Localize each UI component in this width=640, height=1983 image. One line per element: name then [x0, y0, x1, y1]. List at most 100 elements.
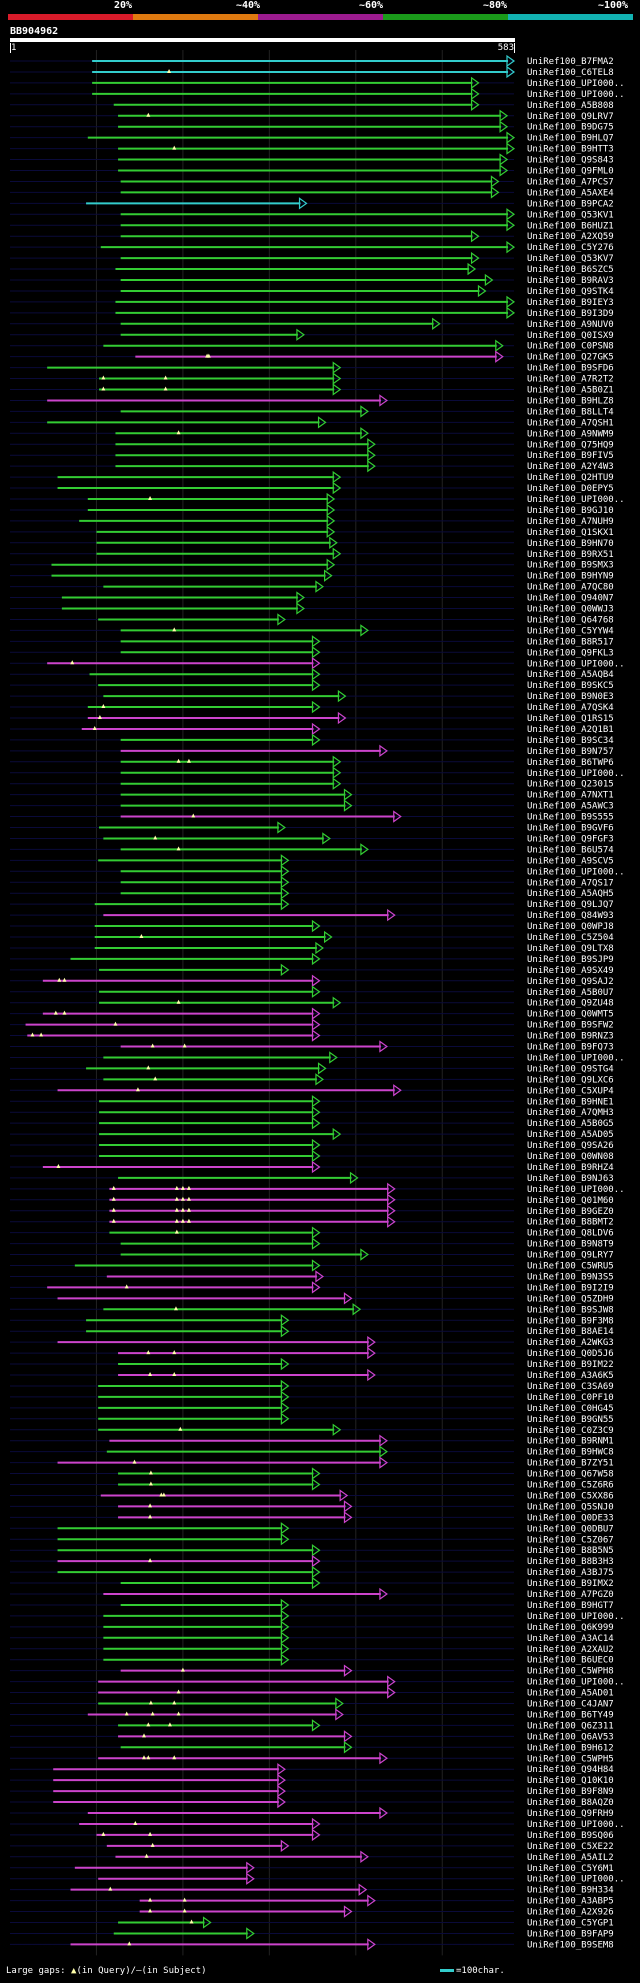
hit-label: UniRef100_Q9LTX8: [527, 944, 614, 954]
hit-arrow: [379, 1587, 388, 1601]
hit-arrow: [280, 1609, 290, 1623]
hit-arrow: [317, 1062, 327, 1075]
hit-label: UniRef100_B9N0E3: [527, 692, 614, 702]
hit-label: UniRef100_B9SQ06: [527, 1831, 614, 1841]
hit-label: UniRef100_B9SJP9: [527, 955, 614, 965]
hit-arrow: [379, 1456, 388, 1469]
hit-label: UniRef100_Q1SKX1: [527, 528, 614, 538]
hit-label: UniRef100_Q9LXC6: [527, 1075, 614, 1085]
hit-label: UniRef100_A9NWM9: [527, 429, 614, 439]
hit-label: UniRef100_C5Y276: [527, 243, 614, 253]
hit-arrow: [506, 54, 516, 68]
hit-arrow: [343, 1905, 353, 1918]
hit-arrow: [311, 974, 321, 987]
gap-marker: [53, 1010, 58, 1015]
hit-arrow: [499, 109, 509, 122]
hit-arrow: [337, 689, 347, 703]
gap-marker: [127, 1941, 132, 1946]
hit-arrow: [499, 120, 509, 133]
hit-label: UniRef100_Q9LRV7: [527, 112, 614, 122]
hit-arrow: [332, 1127, 342, 1141]
hit-label: UniRef100_B8LLT4: [527, 407, 614, 417]
hit-arrow: [329, 536, 338, 549]
gap-marker: [150, 1842, 155, 1847]
gap-marker: [101, 386, 106, 391]
hit-label: UniRef100_B9GJ10: [527, 506, 614, 516]
gap-marker: [186, 1207, 191, 1212]
gap-marker: [139, 934, 144, 938]
legend-large-gaps-label: Large gaps:: [6, 1966, 66, 1976]
hit-arrow: [246, 1872, 255, 1885]
hit-arrow: [343, 1741, 353, 1754]
hit-arrow: [246, 1927, 255, 1940]
hit-arrow: [499, 164, 509, 177]
gap-marker: [92, 725, 97, 730]
gap-marker: [176, 430, 181, 435]
hit-arrow: [311, 1554, 321, 1568]
hit-arrow: [343, 1500, 353, 1513]
hit-label: UniRef100_A3AC14: [527, 1634, 614, 1644]
gap-marker: [146, 112, 151, 117]
hit-arrow: [280, 1598, 290, 1612]
hit-arrow: [470, 98, 480, 111]
hit-label: UniRef100_Q27GK5: [527, 353, 614, 363]
hit-label: UniRef100_B9RHZ4: [527, 1163, 614, 1173]
gap-marker: [101, 704, 106, 709]
hit-arrow: [349, 1171, 359, 1185]
gap-marker: [172, 1350, 177, 1355]
hit-label: UniRef100_C5WPH5: [527, 1754, 614, 1764]
hit-label: UniRef100_A7QSK4: [527, 703, 614, 713]
hit-arrow: [343, 1664, 353, 1677]
hit-arrow: [352, 1303, 362, 1316]
hit-label: UniRef100_A5AD01: [527, 1689, 614, 1699]
hit-arrow: [311, 985, 321, 998]
hit-arrow: [467, 262, 477, 276]
gap-marker: [191, 813, 196, 818]
hit-arrow: [332, 383, 342, 396]
hit-label: UniRef100_Q53KV7: [527, 254, 614, 264]
hit-arrow: [393, 1084, 402, 1097]
hit-arrow: [360, 1850, 369, 1863]
hit-arrow: [332, 766, 342, 779]
gap-marker: [167, 1722, 172, 1727]
gap-marker: [111, 1185, 116, 1190]
hit-label: UniRef100_B9GN55: [527, 1415, 614, 1425]
hit-label: UniRef100_Q0D5J6: [527, 1349, 614, 1359]
hit-label: UniRef100_Q9LRY7: [527, 1251, 614, 1261]
scale-tick-60: ~60%: [358, 0, 384, 11]
band-purple: [258, 14, 383, 20]
hit-label: UniRef100_B9IM22: [527, 1360, 614, 1370]
hit-arrow: [470, 87, 480, 101]
hit-arrow: [311, 1106, 321, 1119]
gap-marker: [148, 496, 153, 500]
hit-label: UniRef100_C5Z504: [527, 933, 614, 943]
gap-marker: [39, 1032, 44, 1037]
hit-label: UniRef100_A7QSH1: [527, 418, 614, 428]
hit-arrow: [360, 405, 369, 418]
hit-arrow: [367, 1346, 376, 1360]
hit-arrow: [317, 416, 327, 429]
hit-arrow: [499, 153, 509, 166]
gap-marker: [189, 1919, 194, 1924]
scale-tick-100: ~100%: [597, 0, 629, 11]
hit-label: UniRef100_A2Q1B1: [527, 725, 614, 735]
hit-arrow: [311, 1149, 321, 1163]
hit-arrow: [311, 657, 321, 670]
hit-label: UniRef100_UPI000..: [527, 79, 625, 89]
hit-arrow: [326, 525, 336, 539]
hit-arrow: [311, 1259, 321, 1272]
hit-arrow: [311, 1281, 321, 1294]
hit-arrow: [360, 843, 369, 856]
gap-marker: [135, 1087, 140, 1092]
hit-label: UniRef100_B9F8N9: [527, 1787, 614, 1797]
hit-arrow: [311, 1116, 321, 1130]
hit-arrow: [280, 1522, 290, 1535]
gap-marker: [57, 977, 62, 982]
gap-marker: [161, 1492, 166, 1497]
hit-label: UniRef100_UPI000..: [527, 867, 625, 877]
hit-arrow: [367, 459, 376, 473]
hit-arrow: [337, 711, 347, 725]
hit-label: UniRef100_A3A6K5: [527, 1371, 614, 1381]
hit-label: UniRef100_B6UEC0: [527, 1656, 614, 1666]
hit-label: UniRef100_UPI000..: [527, 1678, 625, 1688]
